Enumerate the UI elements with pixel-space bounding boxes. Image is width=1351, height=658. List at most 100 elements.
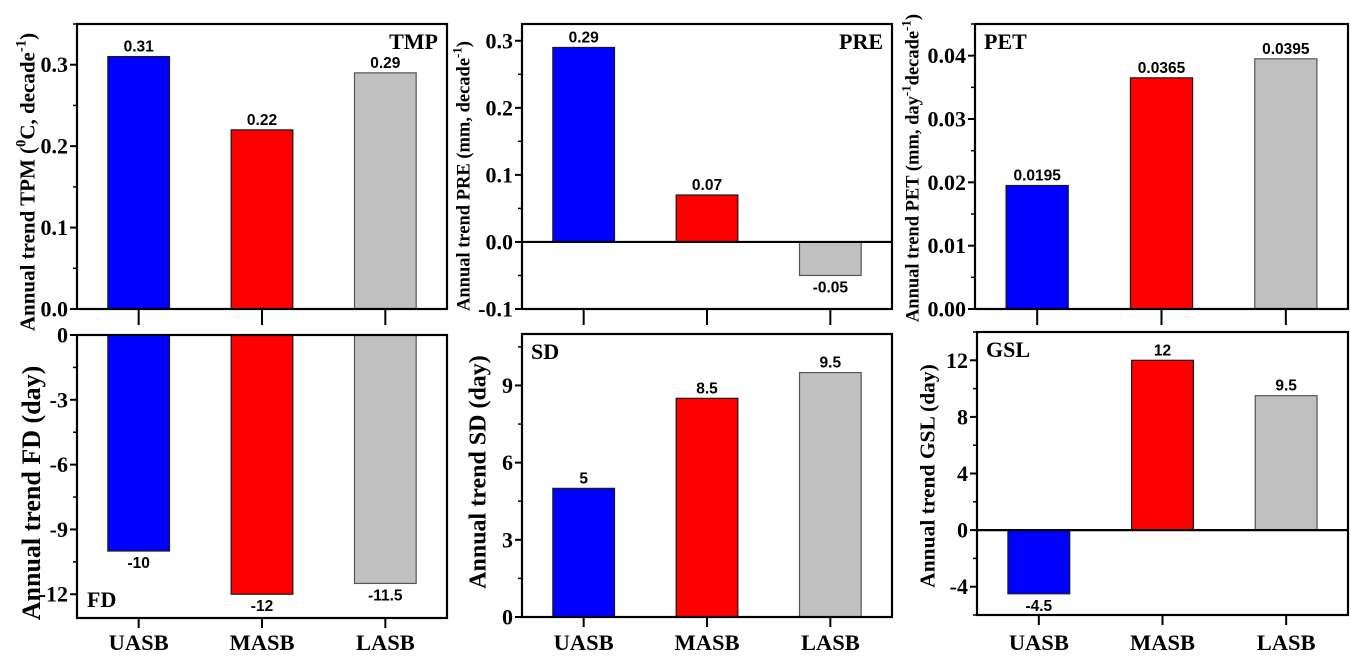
x-tick-label-masb: MASB [1130, 630, 1195, 655]
y-tick-label: 0.3 [41, 52, 69, 77]
value-label-pet-lasb: 0.0395 [1262, 41, 1310, 58]
y-tick-label: 0 [57, 323, 68, 348]
y-axis-label-pet: Annual trend PET (mm, day-1decade-1) [900, 14, 924, 322]
x-tick-label-lasb: LASB [1257, 630, 1316, 655]
value-label-sd-lasb: 9.5 [820, 355, 842, 372]
value-label-sd-masb: 8.5 [696, 380, 718, 397]
y-tick-label: 0.2 [41, 134, 69, 159]
value-label-tmp-lasb: 0.29 [370, 55, 401, 72]
y-tick-label: -4 [950, 574, 968, 599]
y-axis-label-text: decade [903, 31, 923, 85]
value-label-pre-uasb: 0.29 [569, 29, 600, 46]
x-tick-label-uasb: UASB [554, 630, 614, 655]
y-axis-label-text: ) [903, 14, 923, 20]
bar-sd-masb [675, 397, 739, 618]
bar-pre-lasb [798, 241, 862, 277]
plot-frame [520, 22, 894, 311]
panel-gsl: -4.5 UASB 12 MASB 9.5 LASB -4 0 4 8 12 GSL Annual tr… [916, 330, 1350, 655]
y-axis-label-superscript: -1 [451, 47, 465, 58]
x-tick-label-lasb: LASB [356, 630, 415, 655]
y-axis-label-superscript: 0 [14, 140, 30, 147]
plot-frame [973, 22, 1350, 311]
y-tick-label: 0.3 [486, 28, 514, 53]
panel-label-gsl: GSL [986, 337, 1030, 362]
panel-label-pre: PRE [839, 29, 883, 54]
panel-sd: 5 UASB 8.5 MASB 9.5 LASB 0 3 6 9 SD Annual trend SD… [465, 332, 894, 655]
y-tick-label: -6 [50, 452, 68, 477]
y-tick-label: 0.2 [486, 95, 514, 120]
y-axis-label-sd: Annual trend SD (day) [465, 355, 491, 589]
plot-frame [75, 333, 449, 620]
x-tick-label-uasb: UASB [1009, 630, 1069, 655]
y-axis-label-gsl: Annual trend GSL (day) [916, 364, 940, 588]
panel-label-tmp: TMP [389, 29, 438, 54]
y-tick-label: 0.04 [928, 43, 967, 68]
y-axis-label-text: Annual trend TPM ( [15, 147, 39, 331]
y-tick-label: 0.1 [486, 162, 514, 187]
y-tick-label: 0 [502, 605, 513, 630]
y-axis-label-text: C, decade [15, 52, 39, 140]
y-tick-label: 0.00 [928, 297, 967, 322]
y-tick-label: -3 [50, 387, 68, 412]
y-tick-label: 0.03 [928, 107, 967, 132]
y-tick-label: 8 [957, 404, 968, 429]
panel-label-sd: SD [531, 339, 559, 364]
x-tick-label-masb: MASB [674, 630, 739, 655]
y-axis-label-text: Annual trend FD (day) [17, 366, 46, 621]
panel-label-fd: FD [87, 587, 116, 612]
y-axis-label-text: ) [454, 41, 474, 47]
bar-pet-lasb [1254, 58, 1318, 310]
x-tick-label-lasb: LASB [801, 630, 860, 655]
y-axis-label-text: Annual trend GSL (day) [916, 364, 940, 588]
y-tick-label: 9 [502, 373, 513, 398]
x-tick-label-uasb: UASB [109, 630, 169, 655]
value-label-sd-uasb: 5 [579, 470, 588, 487]
y-tick-label: -12 [39, 582, 68, 607]
y-tick-label: 0.02 [928, 170, 967, 195]
y-axis-label-superscript: -1 [14, 40, 30, 52]
value-label-gsl-masb: 12 [1154, 342, 1171, 359]
y-tick-label: 0 [957, 518, 968, 543]
bar-pet-masb [1129, 77, 1194, 310]
value-label-pet-masb: 0.0365 [1138, 60, 1186, 77]
bar-tmp-uasb [107, 55, 171, 310]
panel-fd: -10 UASB -12 MASB -11.5 LASB -12 -9 -6 -3 0 FD Annua… [17, 323, 449, 655]
y-tick-label: 6 [502, 450, 513, 475]
y-tick-label: -9 [50, 517, 68, 542]
bar-gsl-lasb [1254, 395, 1318, 531]
y-tick-label: 4 [957, 461, 968, 486]
y-tick-label: 3 [502, 527, 513, 552]
value-label-tmp-masb: 0.22 [247, 112, 277, 129]
y-axis-label-text: Annual trend PET (mm, day [903, 95, 923, 322]
value-label-pet-uasb: 0.0195 [1013, 168, 1061, 185]
bar-sd-uasb [552, 487, 616, 618]
plot-frame [520, 332, 894, 619]
plot-frame [75, 22, 449, 311]
panel-pet: 0.0195 0.0365 0.0395 0.00 0.01 0.02 0.03 0.04 PE… [900, 14, 1350, 325]
bar-pet-uasb [1005, 184, 1069, 310]
value-label-tmp-uasb: 0.31 [124, 39, 155, 56]
bar-gsl-uasb [1007, 529, 1071, 595]
value-label-fd-uasb: -10 [127, 555, 149, 572]
y-tick-label: 12 [946, 348, 968, 373]
value-label-gsl-uasb: -4.5 [1025, 598, 1052, 615]
bar-gsl-masb [1130, 359, 1195, 531]
bar-pre-masb [675, 194, 739, 243]
panel-label-pet: PET [984, 29, 1027, 54]
value-label-gsl-lasb: 9.5 [1275, 378, 1297, 395]
y-tick-label: -0.1 [478, 297, 513, 322]
bar-fd-uasb [107, 334, 171, 552]
y-axis-label-superscript: -1 [900, 85, 914, 96]
y-axis-label-text: Annual trend PRE (mm, decade [454, 58, 474, 311]
y-tick-label: 0.1 [41, 215, 69, 240]
y-axis-label-superscript: -1 [900, 20, 914, 31]
y-axis-label-fd: Annual trend FD (day) [17, 366, 46, 621]
bar-fd-masb [230, 334, 294, 595]
y-tick-label: 0.0 [41, 297, 69, 322]
y-tick-label: 0.0 [486, 229, 514, 254]
bar-tmp-lasb [353, 72, 417, 310]
x-tick-label-masb: MASB [229, 630, 294, 655]
plot-frame [975, 330, 1350, 617]
y-axis-label-text: Annual trend SD (day) [465, 355, 491, 589]
